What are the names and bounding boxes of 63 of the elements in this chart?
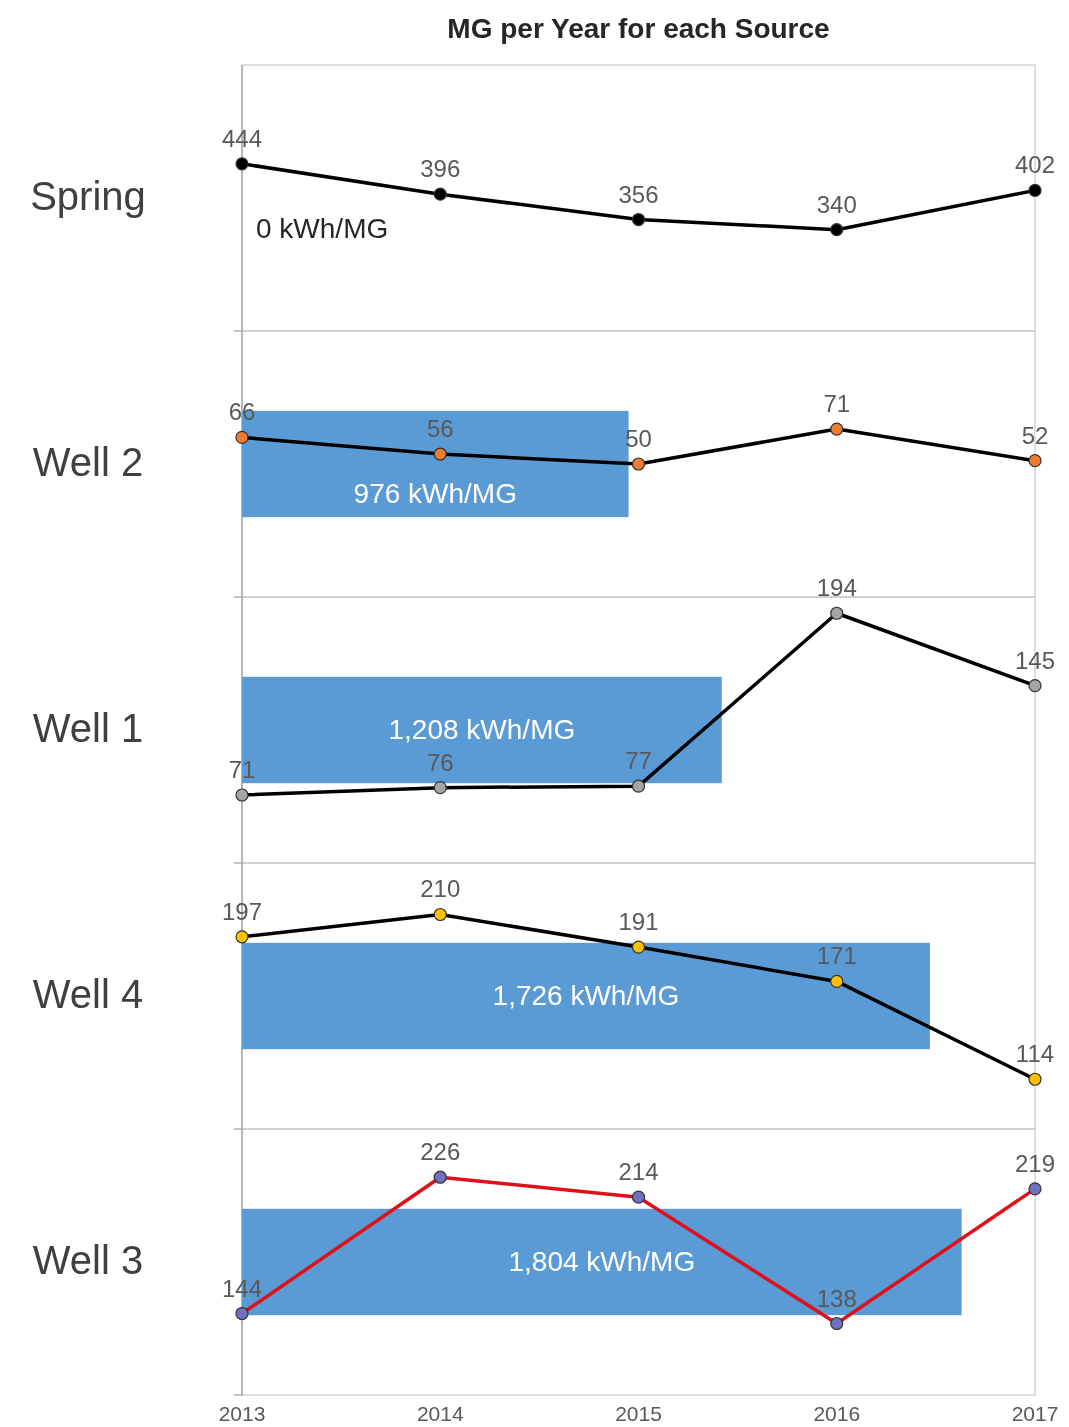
data-label: 340 [816,190,857,218]
x-tick-label: 2015 [615,1402,662,1425]
point [631,1190,646,1204]
data-label: 226 [420,1138,461,1166]
data-label: 76 [426,748,454,776]
data-label: 214 [618,1158,659,1186]
data-label: 191 [618,908,659,936]
point [830,974,844,989]
point [1028,454,1042,468]
data-label: 66 [228,398,256,426]
chart-title: MG per Year for each Source [447,13,830,44]
point [235,930,249,944]
data-label: 444 [221,124,263,152]
data-label: 52 [1021,421,1049,449]
band-label: 1,208 kWh/MG [388,714,576,745]
data-label: 114 [1015,1040,1055,1068]
data-label: 197 [221,897,263,925]
point [1028,679,1042,693]
data-label: 71 [823,390,851,418]
y-axis-title: Well 2 [32,440,144,484]
data-label: 138 [816,1284,857,1312]
x-tick-label: 2014 [416,1402,464,1425]
data-label: 56 [426,415,454,443]
y-axis-title: Well 4 [32,972,144,1016]
data-label: 77 [625,747,652,775]
point [433,781,447,795]
point [1028,1072,1042,1086]
point [1028,183,1042,197]
x-tick-label: 2013 [218,1402,266,1425]
band-label: 976 kWh/MG [353,477,517,509]
point [235,157,249,171]
point [631,212,646,227]
data-label: 194 [816,574,857,602]
data-label: 402 [1014,151,1056,179]
point [433,907,447,922]
point [235,1306,249,1321]
point [830,606,844,620]
y-axis-title: Spring [30,174,146,218]
data-label: 219 [1014,1149,1056,1177]
y-axis-title: Well 3 [32,1238,144,1282]
x-tick-label: 2017 [1011,1402,1059,1425]
point [235,430,249,444]
annotation: 0 kWh/MG [256,212,389,244]
y-axis-title: Well 1 [32,706,144,750]
band-label: 1,804 kWh/MG [508,1246,696,1277]
point [433,1170,447,1184]
point [830,422,844,436]
x-tick-label: 2016 [813,1402,861,1425]
data-label: 396 [420,155,461,183]
point [830,1316,844,1331]
point [433,187,447,201]
point [830,223,844,237]
point [235,788,249,802]
data-label: 171 [816,942,857,970]
band-label: 1,726 kWh/MG [492,980,680,1011]
point [433,447,447,461]
data-label: 356 [618,180,659,208]
point [1028,1182,1042,1196]
data-label: 210 [420,875,461,903]
point [631,779,646,793]
data-label: 145 [1014,646,1056,674]
point [631,457,646,471]
point [631,940,646,954]
